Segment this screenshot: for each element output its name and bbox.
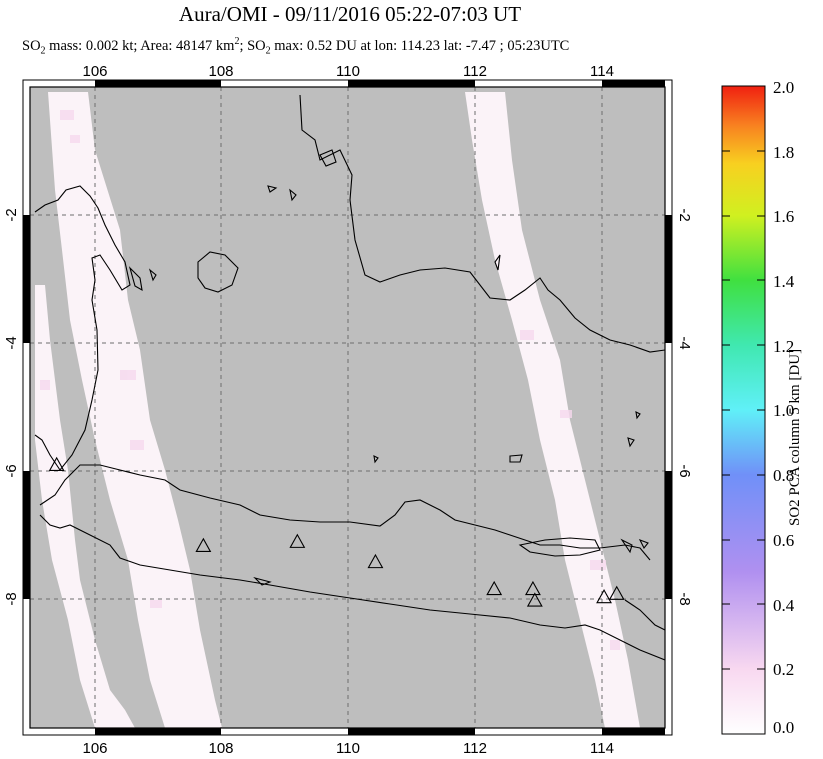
map-frame [29,86,666,729]
so2-patches [40,110,620,650]
svg-text:-6: -6 [676,464,693,477]
volcano-markers [48,456,625,607]
volcano-marker [195,537,212,552]
graticule [30,87,665,728]
map-subtitle: SO2 mass: 0.002 kt; Area: 48147 km2; SO2… [22,36,570,57]
map-title: Aura/OMI - 09/11/2016 05:22-07:03 UT [178,2,522,26]
volcano-marker [596,588,612,604]
svg-text:-8: -8 [676,592,693,605]
lat-border-bars [23,215,672,599]
swath-1 [48,92,222,728]
colorbar-label: 1.0 [773,401,795,420]
colorbar-label: 0.8 [773,466,795,485]
svg-text:106: 106 [82,740,107,757]
volcano-marker [367,553,384,569]
volcano-marker [486,580,503,596]
volcano-marker [608,585,625,600]
svg-text:110: 110 [336,63,360,80]
svg-text:106: 106 [82,63,107,80]
lat-labels-right: -2 -4 -6 -8 [676,208,693,605]
svg-text:108: 108 [208,63,233,80]
colorbar-label: 2.0 [773,78,795,97]
volcano-marker [289,533,306,548]
lon-labels-bottom: 106 108 110 112 114 [82,740,613,757]
colorbar-ticks [722,85,765,670]
svg-text:108: 108 [208,740,233,757]
colorbar-label: 1.2 [773,337,795,356]
colorbar-label: 0.0 [773,718,795,737]
lon-border-bars [95,80,665,735]
swath-2 [35,285,135,728]
svg-text:110: 110 [336,740,360,757]
colorbar-label: 0.4 [773,596,795,615]
colorbar-label: 0.2 [773,660,795,679]
coastlines [34,94,665,661]
colorbar-label: 1.6 [773,207,795,226]
svg-text:114: 114 [590,63,614,80]
svg-text:-8: -8 [3,592,20,605]
svg-text:-4: -4 [676,336,693,349]
svg-text:-2: -2 [676,208,693,221]
lon-labels-top: 106 108 110 112 114 [82,63,613,80]
colorbar-label: 0.6 [773,531,795,550]
svg-text:-4: -4 [3,336,20,349]
volcano-marker [526,592,543,607]
svg-text:112: 112 [463,740,487,757]
svg-text:112: 112 [463,63,487,80]
colorbar-label: 1.8 [773,143,795,162]
svg-text:114: 114 [590,740,614,757]
volcano-marker [48,456,65,472]
volcano-marker [524,580,541,596]
colorbar-label: 1.4 [773,272,795,291]
lat-labels-left: -2 -4 -6 -8 [3,208,20,605]
svg-text:-2: -2 [3,208,20,221]
svg-text:-6: -6 [3,464,20,477]
